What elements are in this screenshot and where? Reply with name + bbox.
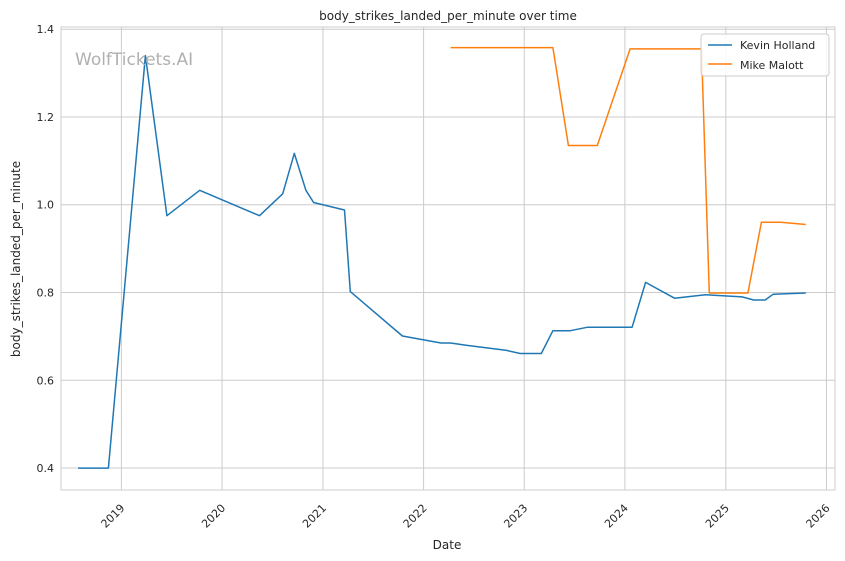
y-tick-label: 0.8 [37,287,55,300]
legend-label-kevin-holland: Kevin Holland [740,39,815,52]
y-tick-label: 1.4 [37,23,55,36]
x-axis-title: Date [433,538,462,552]
y-axis-title: body_strikes_landed_per_minute [9,161,23,357]
plot-frame [60,26,836,491]
y-tick-label: 0.6 [37,374,55,387]
legend: Kevin Holland Mike Malott [700,33,830,77]
watermark: WolfTickets.AI [75,50,193,70]
legend-label-mike-malott: Mike Malott [740,59,804,72]
y-tick-label: 1.2 [37,111,55,124]
y-tick-labels: 0.4 0.6 0.8 1.0 1.2 1.4 [37,23,55,475]
series-line-kevin-holland [78,54,806,469]
chart-title: body_strikes_landed_per_minute over time [319,9,577,23]
y-tick-label: 1.0 [37,199,55,212]
gridlines [61,27,835,490]
y-tick-label: 0.4 [37,462,55,475]
legend-box [700,33,830,77]
